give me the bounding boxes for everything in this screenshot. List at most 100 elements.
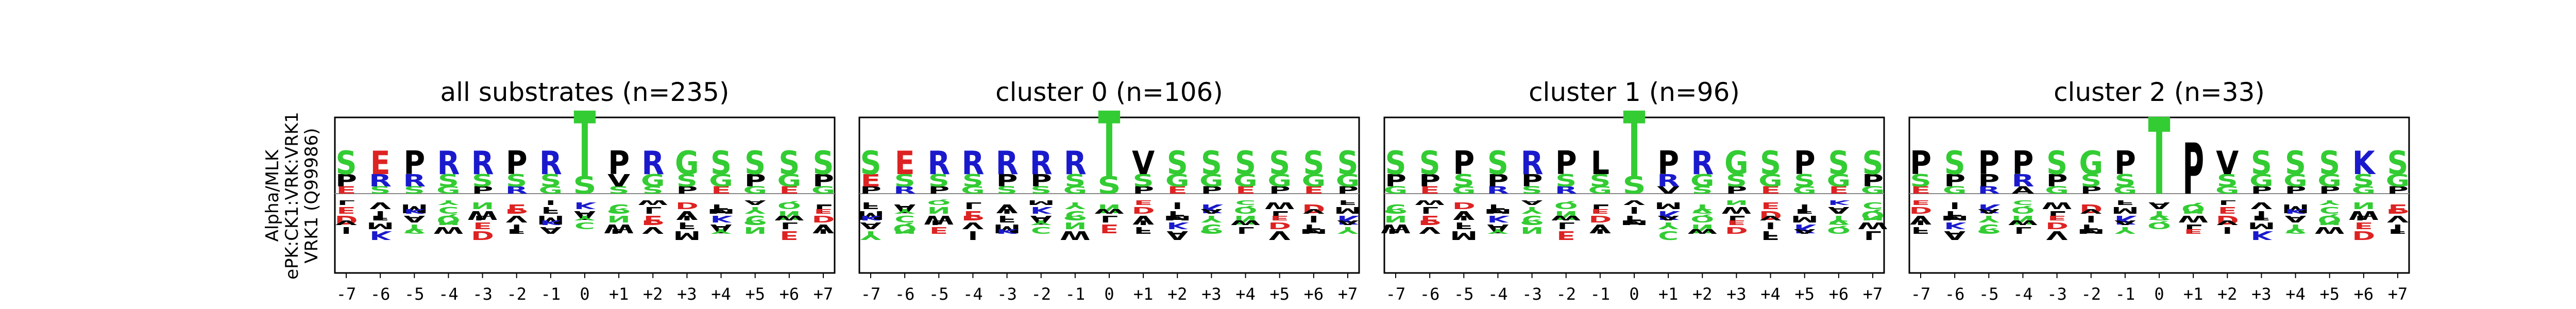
logo-letter: G <box>2045 185 2069 196</box>
depleted-letter: Y <box>2285 221 2307 235</box>
logo-letter: P <box>744 171 766 191</box>
tick-label: -5 <box>1979 284 1999 304</box>
depleted-letter: E <box>2184 228 2203 235</box>
depleted-letter: F <box>1454 220 1473 231</box>
logo-letter: S <box>608 185 630 196</box>
depleted-letter: I <box>2393 221 2403 235</box>
depleted-letter: A <box>1944 228 1965 242</box>
tick-label: +3 <box>1726 284 1747 304</box>
tick-label: 0 <box>2154 284 2164 304</box>
logo-letter: P <box>2046 171 2068 191</box>
depleted-letter: M <box>993 221 1021 235</box>
panel-title: cluster 0 (n=106) <box>995 77 1223 107</box>
depleted-letter: E <box>779 228 799 242</box>
logo-letter: R <box>471 144 494 182</box>
logo-letter: G <box>1943 185 1967 196</box>
logo-letter: S <box>744 144 766 182</box>
tick-label: -2 <box>1556 284 1576 304</box>
logo-letter: R <box>927 144 950 182</box>
logo-panel: cluster 1 (n=96)-7GPSCQNWL-6EPSWLEDV-5GS… <box>1380 77 1888 304</box>
depleted-letter: K <box>710 214 733 224</box>
depleted-letter: E <box>1134 199 1153 206</box>
depleted-letter: M <box>1163 214 1191 221</box>
depleted-letter: V <box>1303 208 1325 215</box>
logo-letter: G <box>538 185 563 196</box>
logo-letter: A <box>2011 185 2034 196</box>
depleted-letter: A <box>710 221 732 235</box>
logo-letter: S <box>1862 144 1883 182</box>
depleted-letter: W <box>2178 214 2209 224</box>
depleted-letter: W <box>1264 200 1295 211</box>
depleted-letter: Q <box>1690 214 1714 224</box>
logo-letter: G <box>641 171 665 191</box>
depleted-letter: V <box>812 221 834 235</box>
tick-label: +1 <box>1133 284 1154 304</box>
logo-letter: P <box>472 185 494 196</box>
tick-label: +1 <box>1658 284 1679 304</box>
depleted-letter: W <box>603 221 634 235</box>
y-axis-label-line-3: VRK1 (Q99986) <box>301 128 322 263</box>
depleted-letter: K <box>369 228 392 242</box>
depleted-letter: K <box>1944 220 1967 231</box>
logo-letter: E <box>336 185 357 196</box>
tick-label: +1 <box>609 284 629 304</box>
depleted-letter: L <box>610 228 628 235</box>
logo-letter: S <box>1201 144 1222 182</box>
logo-letter: G <box>1199 171 1224 191</box>
logo-letter: S <box>1589 171 1611 191</box>
depleted-letter: F <box>541 205 560 215</box>
logo-letter: G <box>1826 171 1851 191</box>
depleted-letter: A <box>1337 219 1359 226</box>
tick-label: +3 <box>677 284 697 304</box>
logo-letter: G <box>2317 171 2342 191</box>
depleted-letter: D <box>1302 201 1325 215</box>
depleted-letter: F <box>2115 199 2134 206</box>
depleted-letter: W <box>467 208 498 222</box>
depleted-letter: N <box>437 219 460 226</box>
depleted-letter: K <box>860 214 883 221</box>
depleted-letter: N <box>743 225 767 235</box>
depleted-letter: Y <box>710 228 732 235</box>
depleted-letter: I <box>1800 201 1810 215</box>
logo-letter: G <box>743 185 767 196</box>
depleted-letter: C <box>1385 201 1406 215</box>
logo-letter: P <box>608 144 630 182</box>
logo-panels: all substrates (n=235)-7EPSLEDVI-6SREVIF… <box>334 77 2410 304</box>
depleted-letter: Q <box>1977 228 2001 235</box>
depleted-letter: A <box>1166 228 1188 242</box>
depleted-letter: M <box>673 228 701 242</box>
logo-letter: S <box>540 171 561 191</box>
depleted-letter: Q <box>927 199 951 206</box>
depleted-letter: K <box>1030 205 1053 215</box>
tick-label: -7 <box>861 284 881 304</box>
depleted-letter: C <box>2285 228 2306 235</box>
logo-letter: V <box>607 171 630 191</box>
depleted-letter: N <box>927 205 951 215</box>
depleted-letter: V <box>1589 221 1611 235</box>
depleted-letter: C <box>2319 205 2340 215</box>
depleted-letter: D <box>1725 225 1748 235</box>
logo-letter: R <box>961 144 984 182</box>
logo-letter: T <box>1098 93 1121 198</box>
logo-panel: all substrates (n=235)-7EPSLEDVI-6SREVIF… <box>334 77 836 304</box>
logo-letter: G <box>2249 171 2274 191</box>
depleted-letter: L <box>1100 214 1118 224</box>
depleted-letter: A <box>1521 199 1544 206</box>
logo-letter: G <box>1063 185 1087 196</box>
depleted-letter: A <box>894 201 916 215</box>
depleted-letter: W <box>638 199 669 206</box>
logo-letter: P <box>676 185 698 196</box>
depleted-letter: K <box>1166 220 1189 231</box>
logo-letter: S <box>1269 144 1290 182</box>
depleted-letter: Y <box>860 228 882 242</box>
depleted-letter: Y <box>403 221 425 235</box>
depleted-letter: F <box>1761 228 1780 242</box>
depleted-letter: V <box>2216 219 2239 226</box>
depleted-letter: F <box>1168 208 1187 222</box>
depleted-letter: W <box>1721 205 1752 215</box>
logo-letter: S <box>1692 185 1713 196</box>
depleted-letter: Y <box>438 199 459 206</box>
depleted-letter: I <box>968 228 978 242</box>
depleted-letter: Y <box>1201 214 1223 224</box>
depleted-letter: M <box>2248 220 2276 231</box>
